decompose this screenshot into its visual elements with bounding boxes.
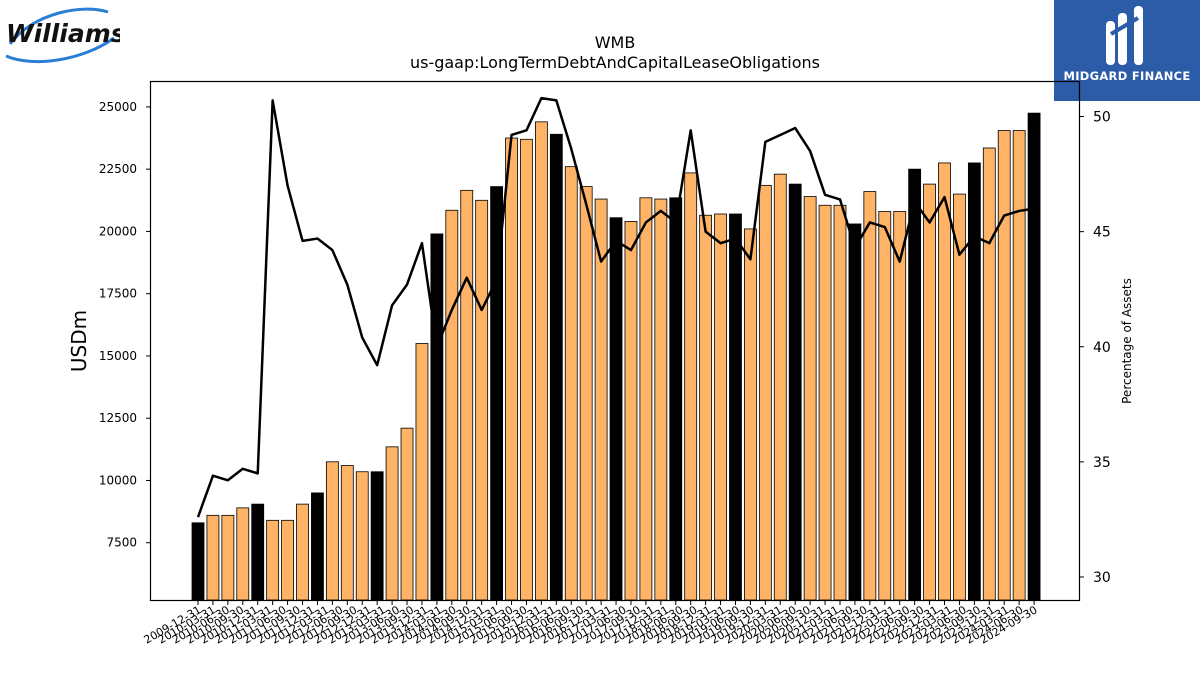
bar-2012-09-30 xyxy=(355,471,369,601)
bar-2012-12-31 xyxy=(370,471,384,601)
bar-2018-03-31 xyxy=(684,172,698,601)
midgard-finance-wordmark: MIDGARD FINANCE xyxy=(1063,69,1191,83)
williams-logo: Williams xyxy=(5,7,120,63)
bar-2023-03-31 xyxy=(982,147,996,601)
bar-2015-09-30 xyxy=(534,121,548,601)
bar-2021-03-31 xyxy=(863,191,877,601)
bar-2018-12-31 xyxy=(729,213,742,601)
bar-2018-06-30 xyxy=(699,214,713,601)
bar-2013-06-30 xyxy=(400,427,414,601)
logo-swoosh-lower xyxy=(5,36,115,63)
x-axis: 2009-12-312010-03-312010-06-302010-09-30… xyxy=(142,600,1040,647)
bar-2011-06-30 xyxy=(281,519,294,601)
bar-2012-06-30 xyxy=(340,465,354,601)
bar-2019-09-30 xyxy=(773,173,787,601)
plot-frame xyxy=(149,80,1081,602)
bar-2022-03-31 xyxy=(923,183,936,601)
bar-2021-12-31 xyxy=(908,168,922,601)
bar-2011-12-31 xyxy=(311,492,324,601)
bar-2020-09-30 xyxy=(833,204,847,601)
bar-2019-03-31 xyxy=(744,228,757,601)
y-axis: 7500 10000 12500 15000 17500 20000 22500 25000 xyxy=(99,100,151,550)
bar-2015-12-31 xyxy=(549,133,563,601)
y-tick-label: 7500 xyxy=(106,536,137,550)
bar-2016-06-30 xyxy=(579,186,593,601)
y-tick-label: 10000 xyxy=(99,473,137,487)
y-tick-label: 12500 xyxy=(99,411,137,425)
bar-2020-03-31 xyxy=(803,196,817,601)
bar-2020-12-31 xyxy=(848,223,862,601)
bar-2014-06-30 xyxy=(460,189,474,601)
logo-wordmark: Williams xyxy=(6,19,120,48)
bar-2021-06-30 xyxy=(878,211,892,601)
bar-2011-03-31 xyxy=(266,519,280,601)
bar-2010-03-31 xyxy=(206,514,220,601)
y-tick-label: 20000 xyxy=(99,224,137,238)
bar-2012-03-31 xyxy=(325,461,339,601)
midgard-mark-icon xyxy=(1106,6,1143,65)
bar-2013-12-31 xyxy=(430,233,444,601)
percent-of-assets-line xyxy=(196,96,1035,518)
bar-2010-06-30 xyxy=(221,514,235,601)
logo-swoosh xyxy=(8,7,109,45)
y2-tick-label: 50 xyxy=(1093,110,1111,126)
bar-2020-06-30 xyxy=(818,204,832,601)
bar-2010-12-31 xyxy=(251,503,265,601)
line-layer xyxy=(196,96,1035,518)
y-tick-label: 15000 xyxy=(99,349,137,363)
y2-tick-label: 40 xyxy=(1093,340,1111,356)
bar-2010-09-30 xyxy=(236,507,250,601)
bars-layer xyxy=(191,112,1041,601)
midgard-finance-logo: MIDGARD FINANCE xyxy=(1054,0,1200,101)
y2-axis-label: Percentage of Assets xyxy=(1120,278,1134,404)
bar-2016-03-31 xyxy=(564,166,578,601)
bar-2019-06-30 xyxy=(758,184,772,601)
bar-2013-09-30 xyxy=(415,343,429,601)
chart-title: WMB xyxy=(595,33,636,52)
y2-axis: 30 35 40 45 50 xyxy=(1079,110,1111,586)
bar-2022-06-30 xyxy=(938,162,951,601)
bar-2009-12-31 xyxy=(191,522,205,601)
bar-2014-09-30 xyxy=(475,199,489,601)
y2-tick-label: 45 xyxy=(1093,225,1111,241)
bar-2021-09-30 xyxy=(893,211,907,601)
y-tick-label: 17500 xyxy=(99,287,137,301)
bar-2015-03-31 xyxy=(505,137,518,601)
y2-tick-label: 35 xyxy=(1093,455,1111,471)
bar-2015-06-30 xyxy=(520,138,533,601)
bar-2018-09-30 xyxy=(714,213,727,601)
y-axis-label: USDm xyxy=(67,310,91,372)
bar-2013-03-31 xyxy=(385,446,399,601)
bar-2023-06-30 xyxy=(997,130,1011,601)
bar-2022-12-31 xyxy=(967,162,981,601)
chart-subtitle: us-gaap:LongTermDebtAndCapitalLeaseOblig… xyxy=(410,53,820,72)
bar-2016-12-31 xyxy=(609,217,623,601)
bar-2017-06-30 xyxy=(639,197,653,601)
y-tick-label: 25000 xyxy=(99,100,137,114)
bar-2019-12-31 xyxy=(788,183,802,601)
bar-2017-12-31 xyxy=(669,197,683,601)
y2-tick-label: 30 xyxy=(1093,570,1111,586)
bar-2017-09-30 xyxy=(654,198,668,601)
bar-2023-09-30 xyxy=(1012,130,1026,601)
y-tick-label: 22500 xyxy=(99,162,137,176)
bar-2017-03-31 xyxy=(624,221,638,601)
bar-2011-09-30 xyxy=(296,503,309,601)
bar-2014-03-31 xyxy=(445,209,459,601)
bar-2023-12-31 xyxy=(1027,112,1041,601)
